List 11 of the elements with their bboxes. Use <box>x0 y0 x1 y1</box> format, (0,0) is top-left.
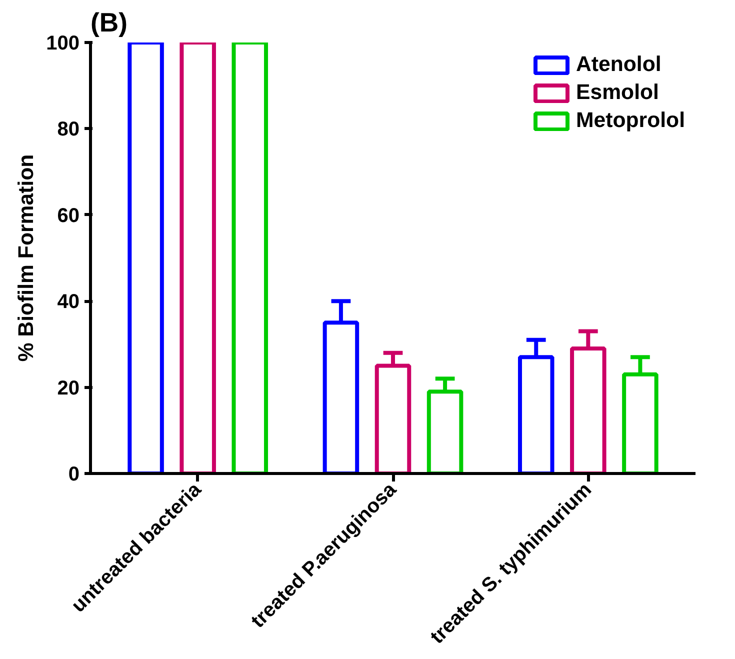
y-tick-label: 80 <box>57 118 80 141</box>
legend-label: Metoprolol <box>576 108 685 133</box>
chart-title: (B) <box>90 8 128 38</box>
y-tick-label: 20 <box>57 377 80 400</box>
legend-label: Atenolol <box>576 52 662 77</box>
y-axis-title: % Biofilm Formation <box>14 154 38 362</box>
y-tick-label: 60 <box>57 204 80 227</box>
y-tick-label: 40 <box>57 291 80 314</box>
legend-label: Esmolol <box>576 80 659 105</box>
y-tick-label: 100 <box>46 32 80 54</box>
y-tick-label: 0 <box>68 464 80 486</box>
